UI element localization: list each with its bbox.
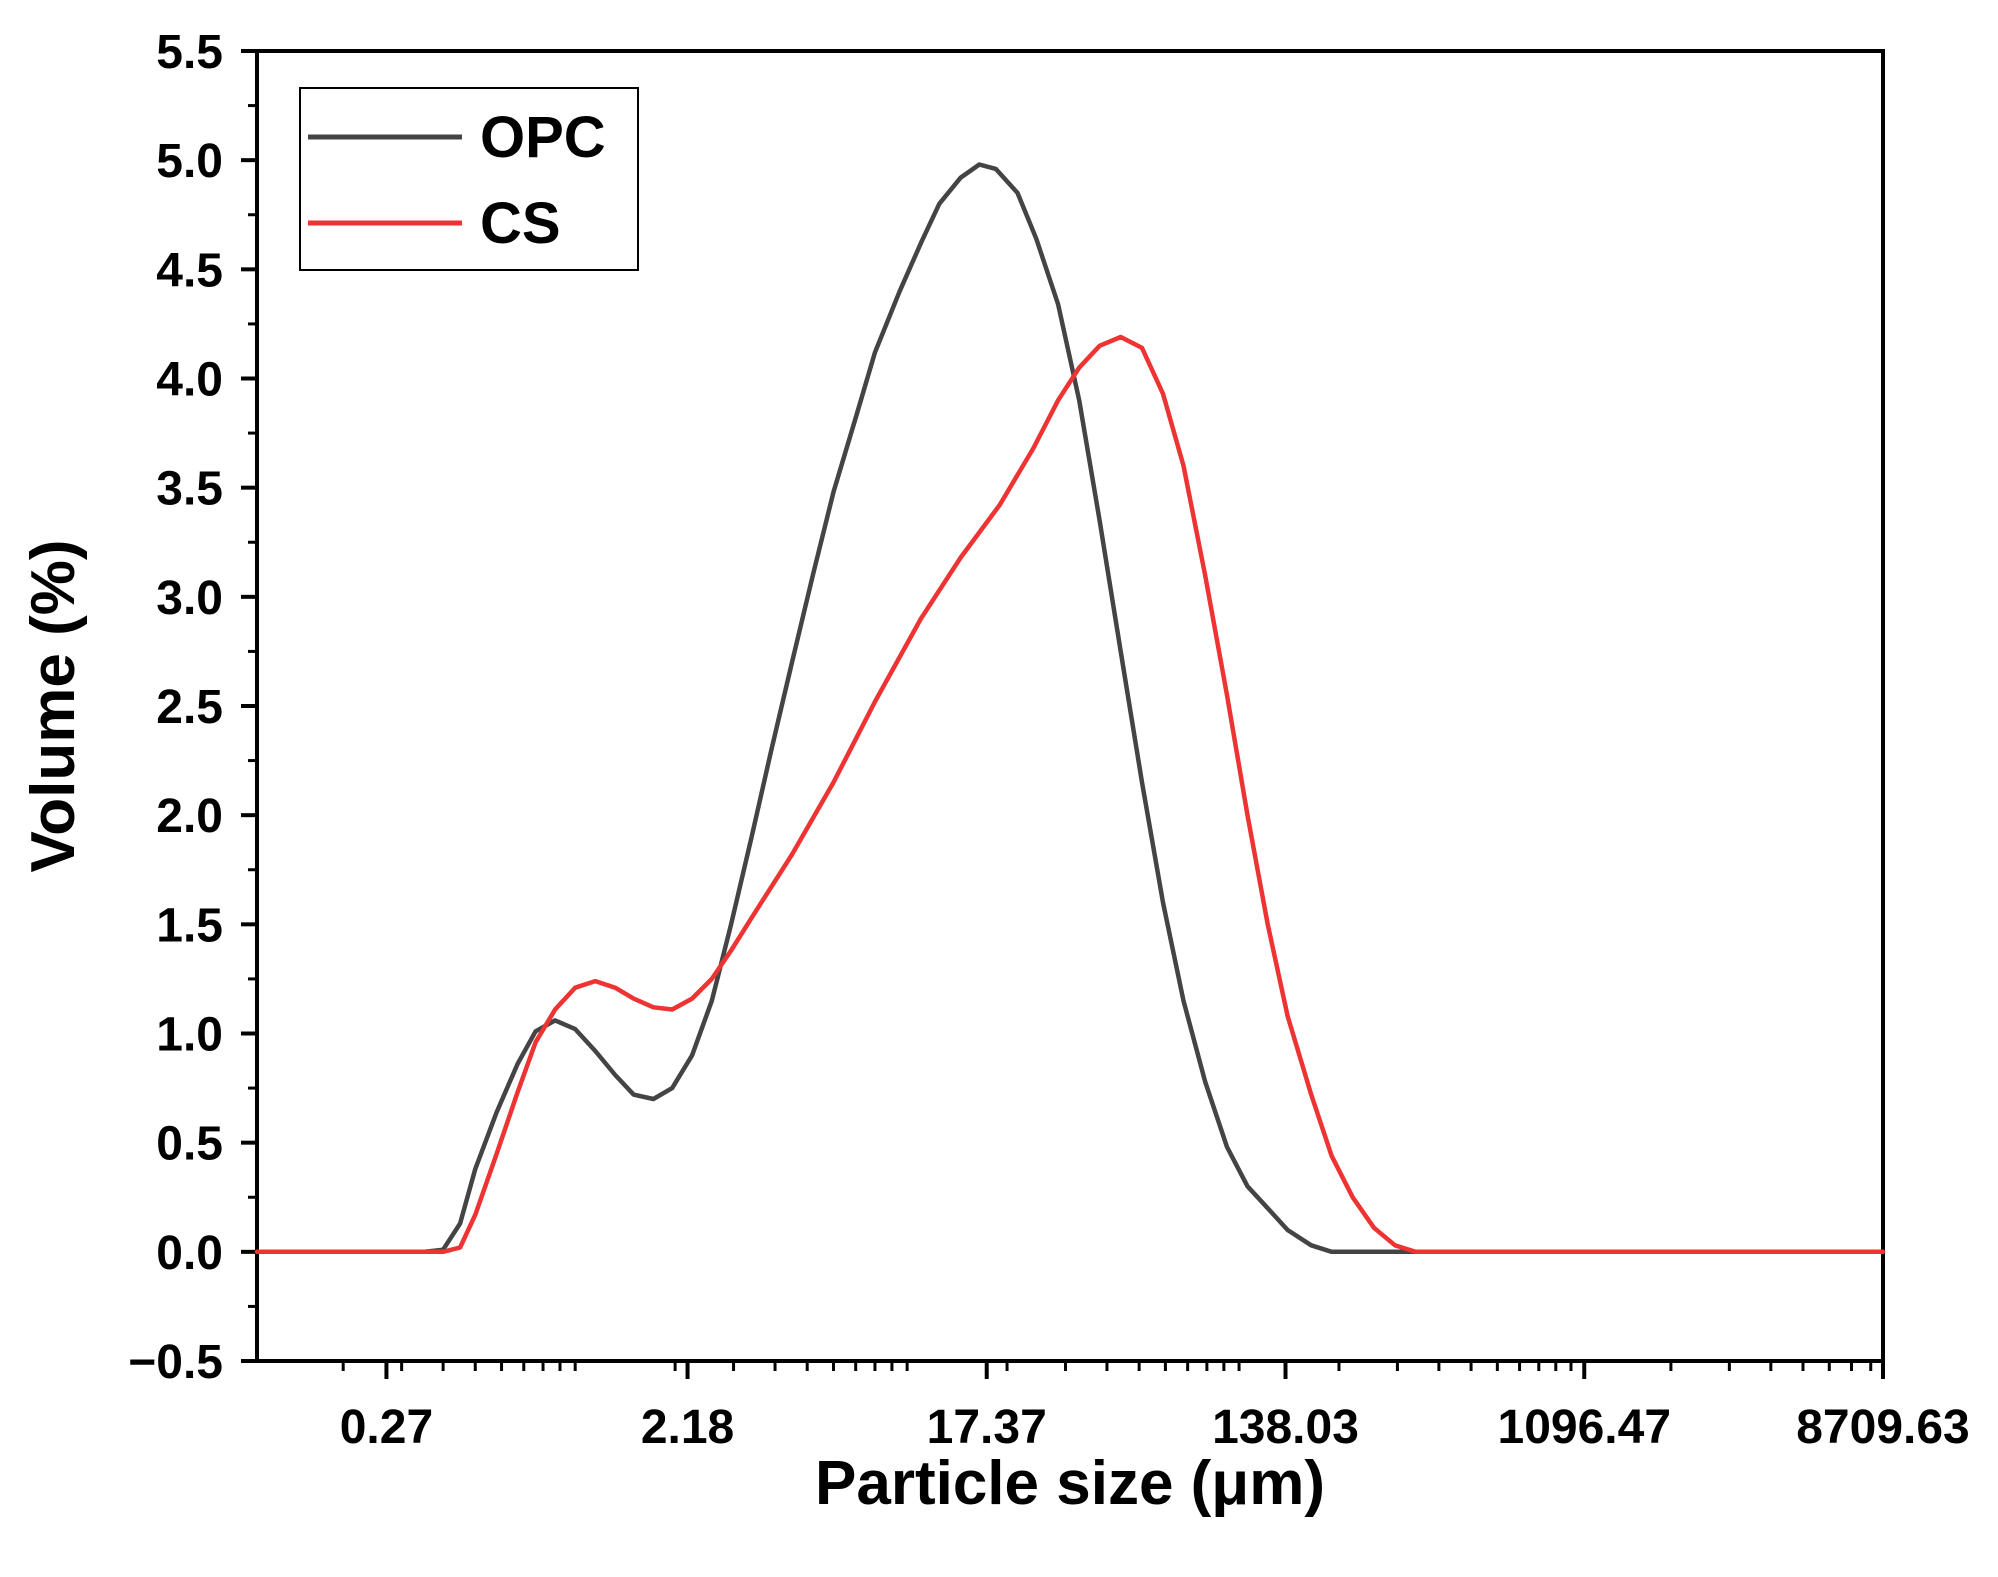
- x-axis-title: Particle size (μm): [815, 1449, 1325, 1518]
- y-tick-label: 3.0: [156, 572, 223, 625]
- legend-label-cs: CS: [480, 191, 561, 256]
- y-axis: −0.5 0.0 0.5 1.0 1.5 2.0 2.5 3.0 3.5 4.0 4.5 5.0 5.5: [128, 26, 257, 1389]
- series-layer: [254, 162, 1886, 1255]
- y-axis-title: Volume (%): [19, 540, 88, 873]
- x-axis: 0.27 2.18 17.37 138.03 1096.47 8709.63: [340, 1361, 1970, 1454]
- legend: OPC CS: [299, 87, 639, 271]
- y-tick-label: 2.5: [156, 681, 223, 734]
- x-tick-label: 8709.63: [1796, 1401, 1970, 1454]
- y-tick-label: 5.5: [156, 26, 223, 79]
- y-tick-label: 0.5: [156, 1118, 223, 1171]
- x-tick-label: 138.03: [1212, 1401, 1359, 1454]
- y-tick-label: 1.5: [156, 899, 223, 952]
- x-tick-label: 2.18: [641, 1401, 734, 1454]
- x-tick-label: 17.37: [927, 1401, 1047, 1454]
- legend-label-opc: OPC: [480, 105, 606, 170]
- y-tick-label: 4.0: [156, 354, 223, 407]
- x-tick-label: 0.27: [340, 1401, 433, 1454]
- y-tick-label: 1.0: [156, 1009, 223, 1062]
- y-tick-label: 4.5: [156, 244, 223, 297]
- y-tick-label: −0.5: [128, 1336, 223, 1389]
- legend-box: [299, 87, 639, 271]
- y-tick-label: 2.0: [156, 790, 223, 843]
- y-tick-label: 3.5: [156, 463, 223, 516]
- series-line-cs: [254, 334, 1886, 1255]
- series-line-opc: [254, 162, 1886, 1255]
- y-tick-label: 0.0: [156, 1227, 223, 1280]
- y-tick-label: 5.0: [156, 135, 223, 188]
- x-tick-label: 1096.47: [1498, 1401, 1672, 1454]
